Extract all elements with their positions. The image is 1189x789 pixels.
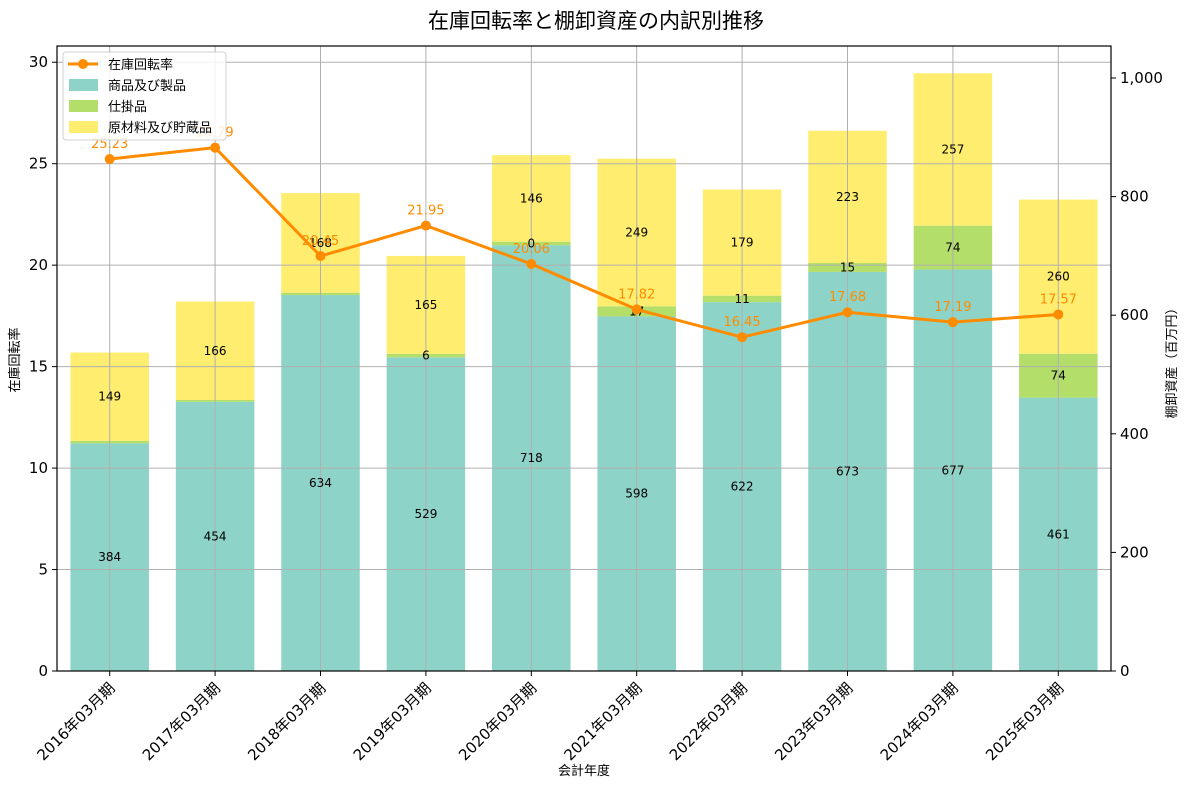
bar-value-label: 166	[204, 344, 227, 358]
bar-value-label: 454	[204, 529, 227, 543]
legend-swatch-bar	[69, 79, 98, 91]
turnover-value-label: 21.95	[407, 204, 444, 219]
bar-labels-layer: 3841494541666341685296165718014659817249…	[98, 142, 1070, 564]
tick-label-left: 15	[29, 358, 48, 376]
legend-entry-label: 商品及び製品	[108, 79, 186, 94]
bar-value-label: 74	[1051, 369, 1066, 383]
turnover-line	[109, 146, 1059, 339]
bar-value-label: 260	[1047, 270, 1070, 284]
turnover-value-label: 25.23	[91, 137, 128, 152]
bar-value-label: 146	[520, 191, 543, 205]
x-axis-label: 会計年度	[558, 763, 610, 779]
turnover-value-label: 17.68	[829, 290, 866, 305]
turnover-value-label: 17.82	[618, 287, 655, 302]
bar-value-label: 673	[836, 464, 859, 478]
tick-label-left: 10	[29, 459, 48, 477]
bar-value-label: 634	[309, 476, 332, 490]
tick-label-right: 400	[1120, 425, 1149, 443]
plot-frame	[56, 45, 1112, 672]
y-axis-left-label: 在庫回転率	[7, 327, 23, 392]
turnover-point-9	[1053, 309, 1064, 320]
tick-label-left: 30	[29, 53, 48, 71]
bar-value-label: 223	[836, 190, 859, 204]
legend-entry-label: 仕掛品	[108, 100, 147, 115]
bar-value-label: 15	[840, 260, 855, 274]
bar-value-label: 384	[98, 550, 121, 564]
turnover-point-7	[842, 307, 853, 318]
legend-swatch-marker	[78, 59, 88, 69]
bar-value-label: 6	[422, 349, 430, 363]
tick-label-right: 200	[1120, 543, 1149, 561]
bar-value-label: 165	[414, 298, 437, 312]
tick-label-left: 20	[29, 256, 48, 274]
turnover-point-4	[526, 258, 537, 269]
turnover-value-label: 17.19	[934, 300, 971, 315]
tick-label-left: 25	[29, 155, 48, 173]
chart-title: 在庫回転率と棚卸資産の内訳別推移	[428, 9, 764, 33]
tick-label-left: 5	[38, 561, 48, 579]
bar-value-label: 0	[527, 236, 535, 250]
turnover-point-0	[104, 154, 115, 165]
bar-value-label: 677	[941, 463, 964, 477]
turnover-value-label: 20.06	[513, 242, 550, 257]
bar-value-label: 11	[734, 292, 749, 306]
bar-value-label: 74	[945, 241, 960, 255]
turnover-value-label: 16.45	[723, 315, 760, 330]
turnover-point-3	[420, 220, 431, 231]
tick-label-right: 1,000	[1120, 69, 1163, 87]
turnover-point-6	[737, 332, 748, 343]
turnover-point-5	[631, 304, 642, 315]
bar-value-label: 168	[309, 236, 332, 250]
turnover-value-label: 20.45	[302, 234, 339, 249]
legend-box	[62, 51, 227, 141]
legend-swatch-bar	[69, 100, 98, 112]
tick-label-right: 600	[1120, 306, 1149, 324]
bar-value-label: 257	[941, 142, 964, 156]
bar-value-label: 718	[520, 451, 543, 465]
legend-entry-label: 在庫回転率	[108, 57, 173, 73]
bar-value-label: 598	[625, 487, 648, 501]
bar-value-label: 249	[625, 225, 648, 239]
bar-value-label: 149	[98, 390, 121, 404]
bar-value-label: 461	[1047, 527, 1070, 541]
turnover-point-2	[315, 251, 326, 262]
bar-value-label: 622	[731, 480, 754, 494]
legend-entry-label: 原材料及び貯蔵品	[108, 121, 212, 136]
turnover-point-1	[210, 142, 221, 153]
tick-label-right: 0	[1120, 662, 1130, 680]
bar-value-label: 179	[731, 236, 754, 250]
y-axis-right-label: 棚卸資産（百万円）	[1164, 301, 1180, 418]
tick-label-left: 0	[38, 662, 48, 680]
turnover-point-8	[947, 317, 958, 328]
bar-value-label: 529	[414, 507, 437, 521]
tick-label-right: 800	[1120, 188, 1149, 206]
turnover-value-label: 17.57	[1040, 292, 1077, 307]
legend-swatch-bar	[69, 121, 98, 133]
